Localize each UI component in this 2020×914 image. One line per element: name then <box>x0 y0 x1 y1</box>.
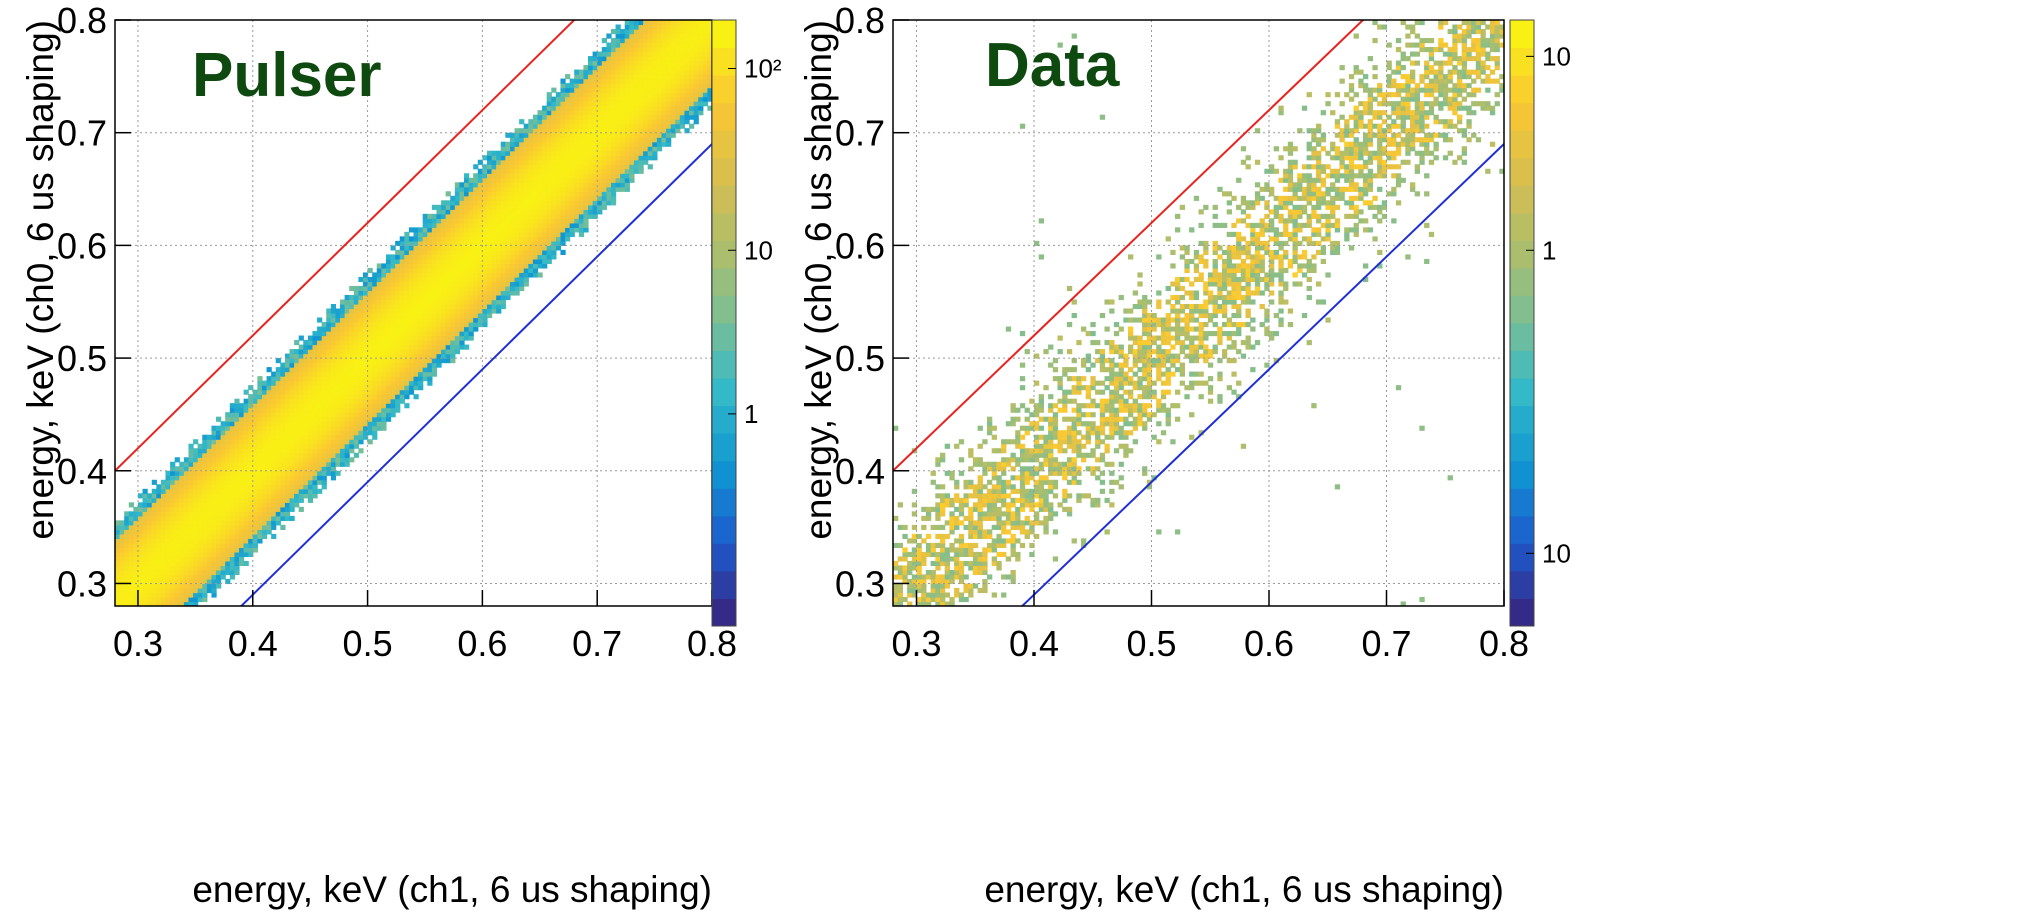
x-tick-label: 0.4 <box>1009 623 1059 664</box>
y-tick-label: 0.3 <box>835 563 885 604</box>
y-axis-label: energy, keV (ch0, 6 us shaping) <box>798 20 839 540</box>
heatmap-cells <box>893 20 1504 606</box>
plot-frame <box>892 19 1505 607</box>
x-tick-label: 0.3 <box>891 623 941 664</box>
lower-cut-line <box>239 143 712 606</box>
y-tick-label: 0.6 <box>835 225 885 266</box>
y-tick-label: 0.6 <box>57 225 107 266</box>
x-tick-label: 0.8 <box>687 623 737 664</box>
y-tick-label: 0.7 <box>835 113 885 154</box>
x-tick-label: 0.5 <box>343 623 393 664</box>
panel-annotation: Data <box>985 31 1120 100</box>
y-tick-label: 0.5 <box>835 338 885 379</box>
upper-cut-line <box>115 20 576 472</box>
y-tick-label: 0.5 <box>57 338 107 379</box>
colorbar-tick-label: 10 <box>1542 41 1571 71</box>
x-tick-label: 0.7 <box>1361 623 1411 664</box>
colorbar-frame <box>1509 19 1535 627</box>
x-axis-label: energy, keV (ch1, 6 us shaping) <box>984 869 1504 910</box>
colorbar-tick-label: 1 <box>744 399 758 429</box>
y-tick-label: 0.4 <box>57 451 107 492</box>
x-tick-label: 0.3 <box>113 623 163 664</box>
chart-panel-data: 0.3 0.4 0.5 0.6 0.7 0.80.30.40.50.60.70.8ener… <box>798 0 1571 910</box>
panel-annotation: Pulser <box>192 41 382 110</box>
y-tick-label: 0.4 <box>835 451 885 492</box>
colorbar: 1 10 10² <box>711 19 782 627</box>
y-axis-label: energy, keV (ch0, 6 us shaping) <box>20 20 61 540</box>
x-tick-label: 0.5 <box>1126 623 1176 664</box>
colorbar-frame <box>711 19 737 627</box>
y-tick-label: 0.3 <box>57 563 107 604</box>
x-tick-label: 0.4 <box>228 623 278 664</box>
lower-cut-line <box>1020 143 1504 606</box>
colorbar-tick-label: 10 <box>744 235 773 265</box>
heatmap-cells <box>115 20 712 606</box>
x-axis-label: energy, keV (ch1, 6 us shaping) <box>192 869 712 910</box>
y-tick-label: 0.8 <box>835 0 885 41</box>
x-tick-label: 0.8 <box>1479 623 1529 664</box>
y-tick-label: 0.7 <box>57 113 107 154</box>
x-tick-label: 0.6 <box>1244 623 1294 664</box>
upper-cut-line <box>893 20 1365 472</box>
x-tick-label: 0.6 <box>457 623 507 664</box>
chart-panel-pulser: 0.3 0.4 0.5 0.6 0.7 0.80.30.40.50.60.70.8ener… <box>20 0 782 910</box>
colorbar-tick-label: 10² <box>744 53 782 83</box>
y-tick-label: 0.8 <box>57 0 107 41</box>
colorbar-tick-label: 10 <box>1542 538 1571 568</box>
x-tick-label: 0.7 <box>572 623 622 664</box>
colorbar: 10 1 10 <box>1509 19 1571 627</box>
colorbar-tick-label: 1 <box>1542 235 1556 265</box>
